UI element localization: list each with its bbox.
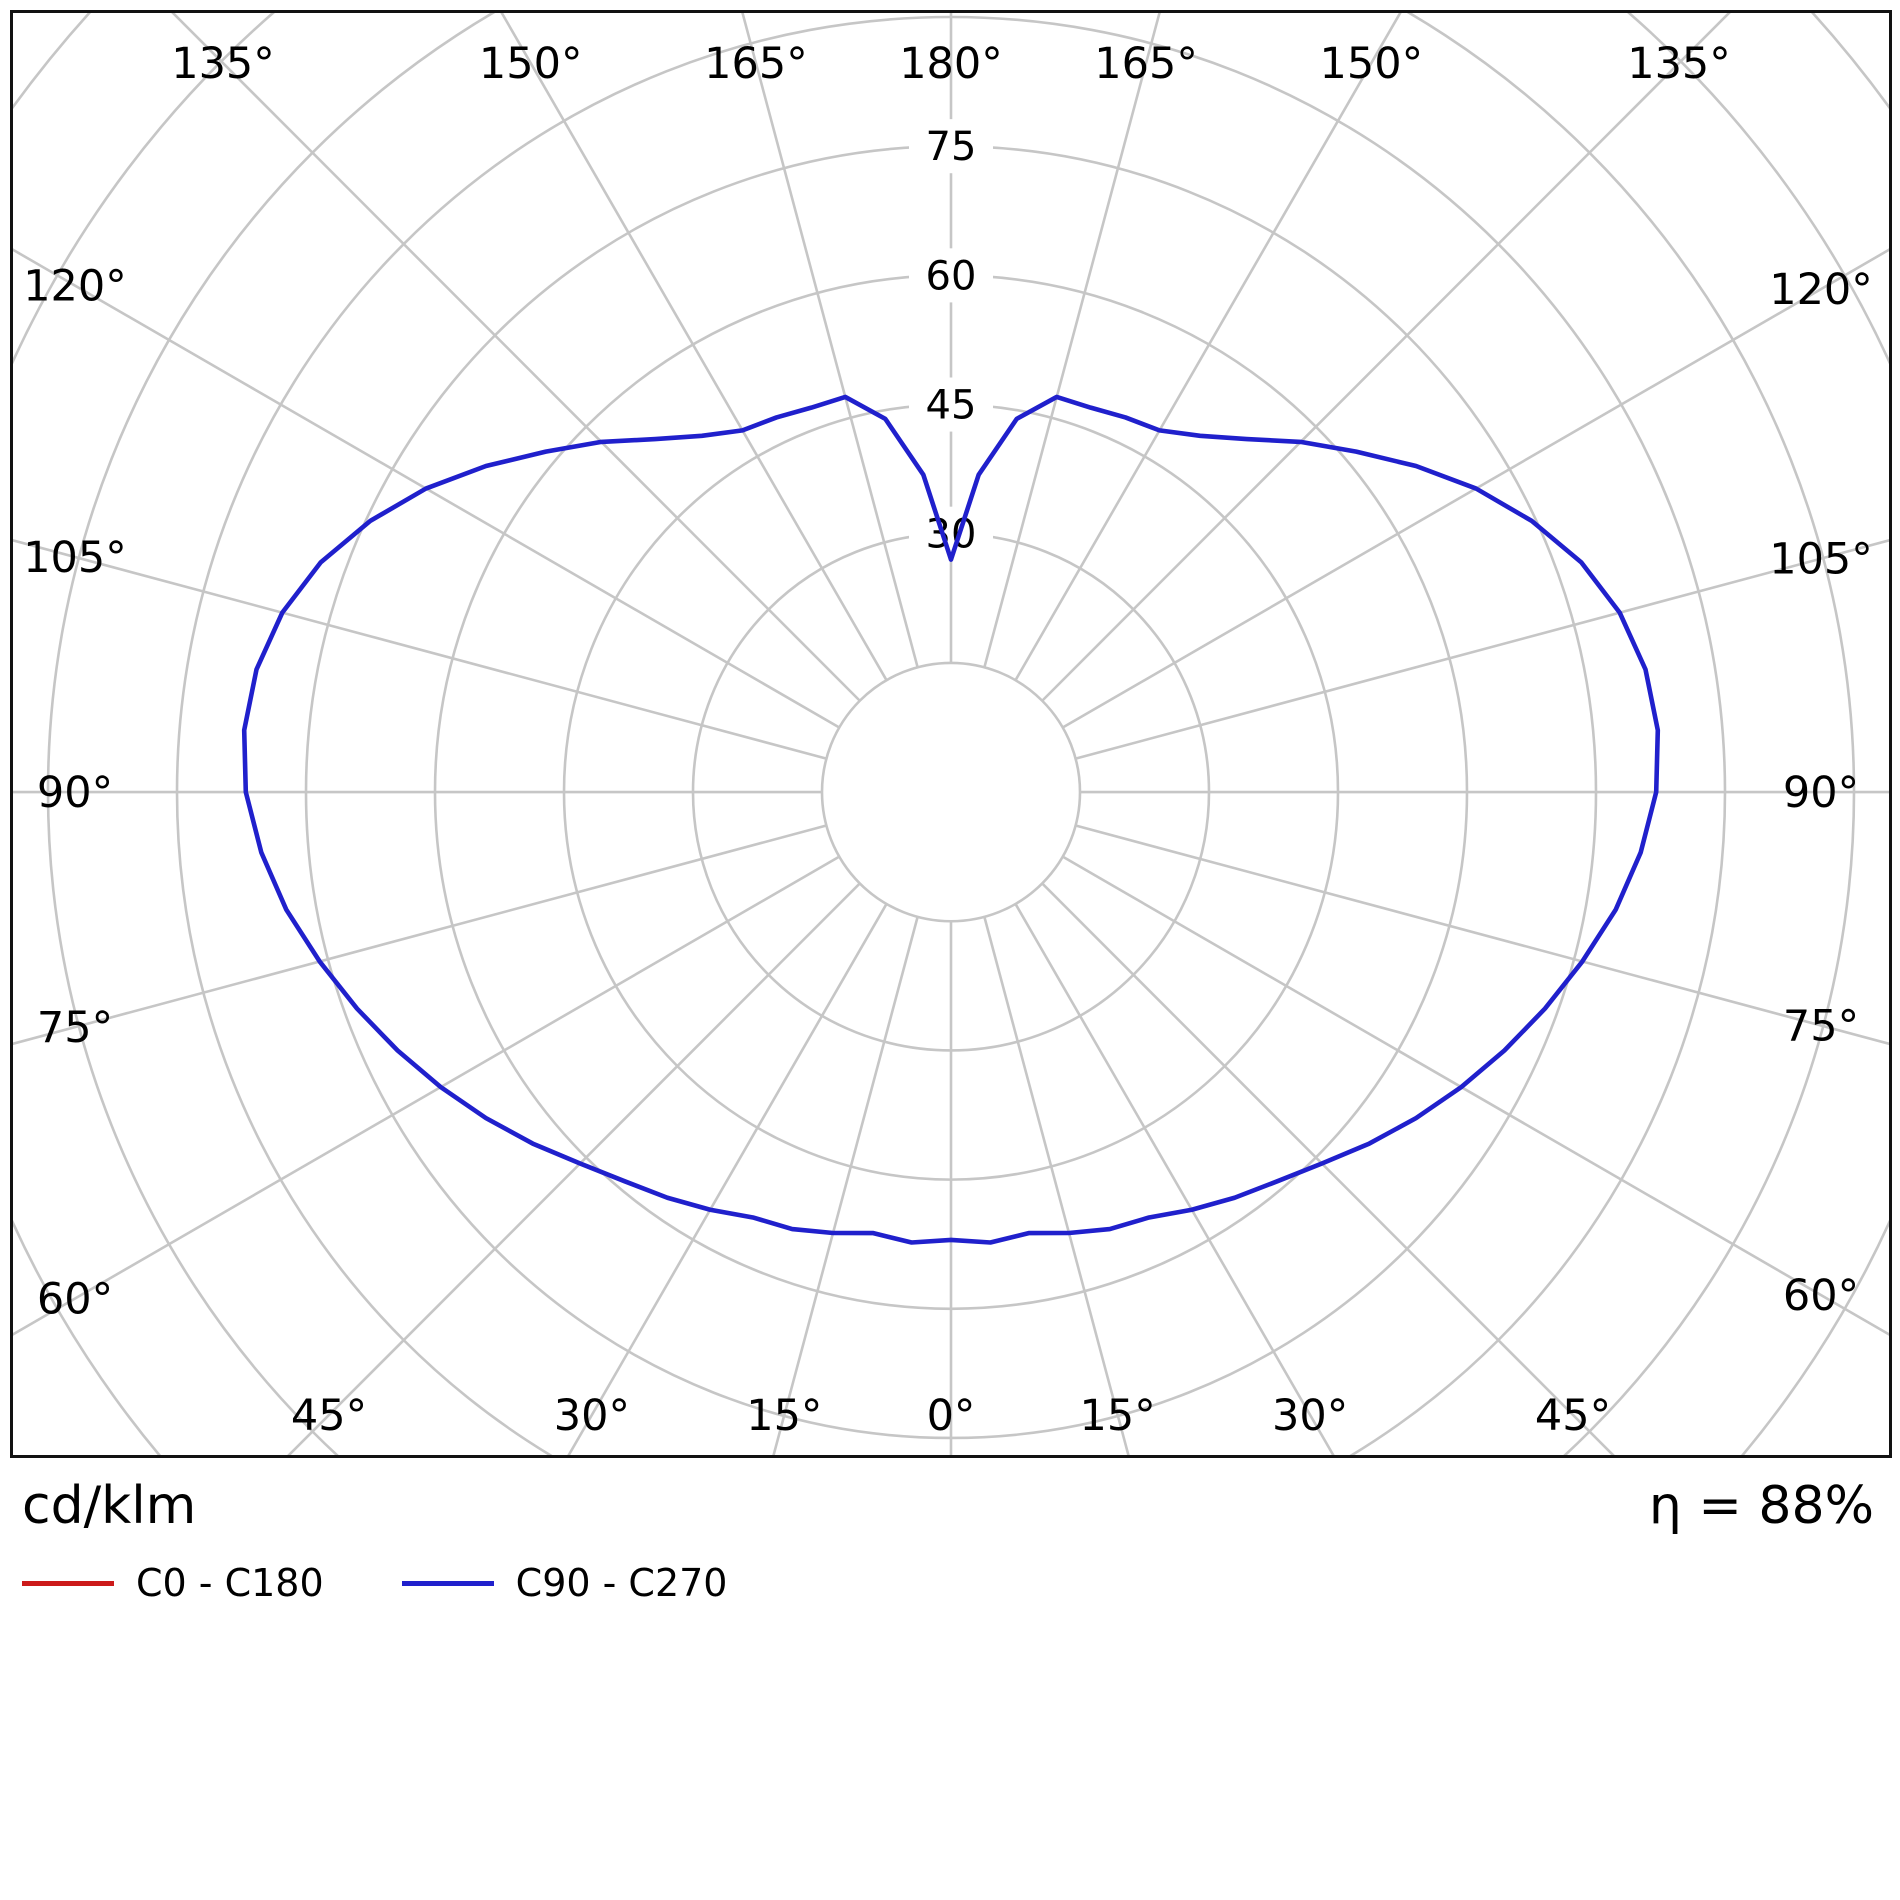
legend-item-c90-c270: C90 - C270 — [401, 1561, 728, 1606]
svg-text:120°: 120° — [23, 262, 127, 312]
legend-label-c0: C0 - C180 — [136, 1561, 324, 1606]
svg-text:75°: 75° — [1783, 1002, 1859, 1052]
svg-text:60: 60 — [926, 253, 977, 299]
legend-item-c0-c180: C0 - C180 — [22, 1561, 324, 1605]
svg-text:105°: 105° — [1769, 535, 1873, 585]
svg-text:90°: 90° — [37, 768, 113, 818]
svg-text:15°: 15° — [746, 1391, 822, 1441]
svg-text:75°: 75° — [37, 1003, 113, 1053]
svg-text:90°: 90° — [1783, 768, 1859, 818]
svg-text:75: 75 — [926, 124, 977, 170]
legend-swatch-c90-line — [401, 1580, 494, 1586]
svg-text:30: 30 — [926, 512, 977, 558]
svg-text:135°: 135° — [171, 39, 275, 89]
svg-text:60°: 60° — [1783, 1271, 1859, 1321]
polar-chart: 30 45 60 75 0° 15° 15° 30° 30° 45° 45° 60° 60° 75° 75°… — [13, 13, 1889, 1455]
legend-label-c90: C90 - C270 — [515, 1561, 728, 1606]
svg-text:135°: 135° — [1627, 39, 1731, 89]
svg-text:45: 45 — [926, 383, 977, 429]
svg-text:15°: 15° — [1080, 1391, 1156, 1441]
svg-text:165°: 165° — [1094, 39, 1198, 89]
legend-swatch-c0-line — [22, 1580, 114, 1586]
svg-text:105°: 105° — [23, 533, 127, 583]
svg-text:45°: 45° — [291, 1391, 367, 1441]
polar-chart-frame: 30 45 60 75 0° 15° 15° 30° 30° 45° 45° 60° 60° 75° 75°… — [10, 10, 1892, 1458]
svg-text:30°: 30° — [554, 1391, 630, 1441]
svg-text:165°: 165° — [704, 39, 808, 89]
svg-text:30°: 30° — [1272, 1391, 1348, 1441]
footer-top-row: cd/klm η = 88% — [22, 1476, 1874, 1536]
svg-text:60°: 60° — [37, 1275, 113, 1325]
svg-text:120°: 120° — [1769, 265, 1873, 315]
legend: C0 - C180 C90 - C270 — [22, 1561, 1874, 1605]
svg-text:150°: 150° — [1320, 39, 1424, 89]
efficiency-label: η = 88% — [1648, 1476, 1874, 1536]
svg-text:180°: 180° — [899, 39, 1003, 89]
svg-text:45°: 45° — [1535, 1391, 1611, 1441]
svg-text:150°: 150° — [479, 39, 583, 89]
chart-footer: cd/klm η = 88% C0 - C180 C90 - C270 — [22, 1476, 1874, 1605]
svg-text:0°: 0° — [927, 1391, 976, 1441]
units-label: cd/klm — [22, 1476, 197, 1536]
